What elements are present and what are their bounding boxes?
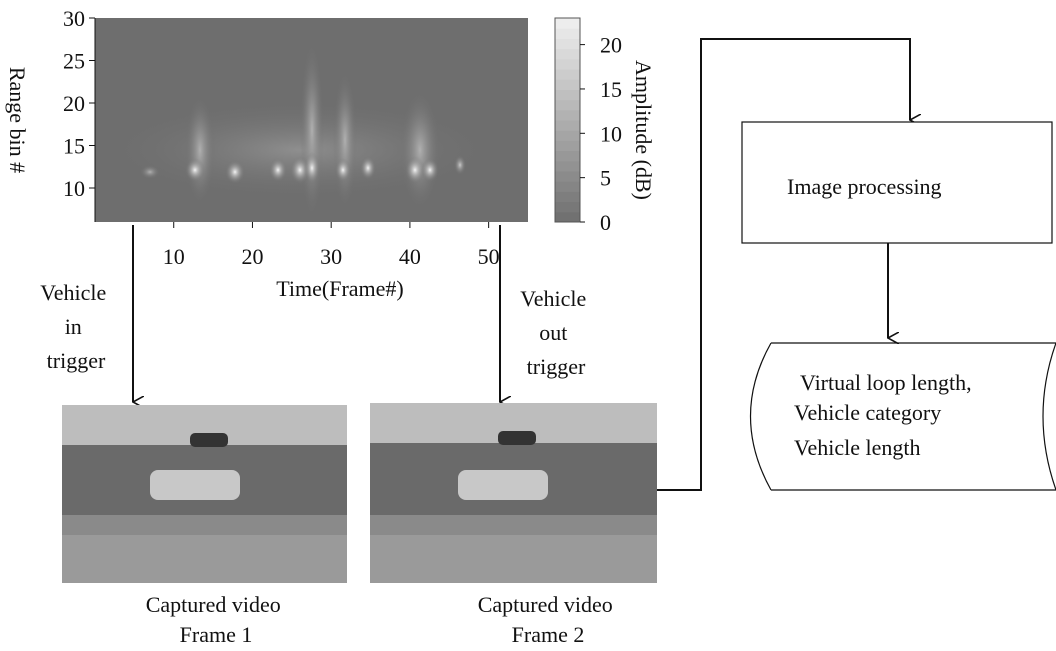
x-tick-label: 10	[163, 244, 185, 269]
x-axis-label: Time(Frame#)	[276, 276, 404, 301]
x-tick-label: 30	[320, 244, 342, 269]
colorbar-tick-label: 5	[600, 166, 611, 191]
colorbar-step	[555, 18, 580, 29]
colorbar-step	[555, 151, 580, 162]
colorbar-step	[555, 202, 580, 213]
frame-caption: Captured video Frame 1	[146, 592, 287, 647]
colorbar-step	[555, 28, 580, 39]
trigger-label: Vehicle out trigger	[520, 286, 591, 379]
diagram: Time(Frame#) Range bin # Amplitude (dB) …	[0, 0, 1056, 651]
colorbar-tick-label: 0	[600, 210, 611, 235]
colorbar-step	[555, 161, 580, 172]
colorbar-step	[555, 110, 580, 121]
colorbar-step	[555, 120, 580, 131]
y-axis-label: Range bin #	[5, 67, 30, 173]
colorbar-step	[555, 212, 580, 223]
video-frame	[62, 405, 347, 583]
colorbar-step	[555, 140, 580, 151]
colorbar-step	[555, 100, 580, 111]
y-tick-label: 15	[63, 134, 85, 159]
colorbar-tick-label: 10	[600, 121, 622, 146]
trigger-label: Vehicle in trigger	[40, 280, 111, 373]
y-tick-label: 30	[63, 6, 85, 31]
colorbar-step	[555, 191, 580, 202]
colorbar-tick-label: 15	[600, 77, 622, 102]
process-label: Image processing	[787, 174, 942, 199]
colorbar-step	[555, 89, 580, 100]
colorbar-step	[555, 79, 580, 90]
colorbar-step	[555, 171, 580, 182]
colorbar: 0 5 10 15 20	[555, 18, 622, 235]
colorbar-step	[555, 130, 580, 141]
frame-caption: Captured video Frame 2	[478, 592, 619, 647]
colorbar-step	[555, 69, 580, 80]
colorbar-step	[555, 38, 580, 49]
x-tick-label: 20	[241, 244, 263, 269]
y-tick-label: 20	[63, 91, 85, 116]
colorbar-label: Amplitude (dB)	[631, 60, 656, 200]
x-tick-label: 40	[399, 244, 421, 269]
colorbar-step	[555, 181, 580, 192]
video-frame	[370, 403, 657, 583]
colorbar-tick-label: 20	[600, 33, 622, 58]
colorbar-step	[555, 49, 580, 60]
heatmap	[95, 18, 528, 222]
y-tick-label: 10	[63, 176, 85, 201]
x-tick-label: 50	[478, 244, 500, 269]
output-label: Virtual loop length, Vehicle category Ve…	[794, 370, 977, 460]
colorbar-step	[555, 59, 580, 70]
y-tick-label: 25	[63, 49, 85, 74]
